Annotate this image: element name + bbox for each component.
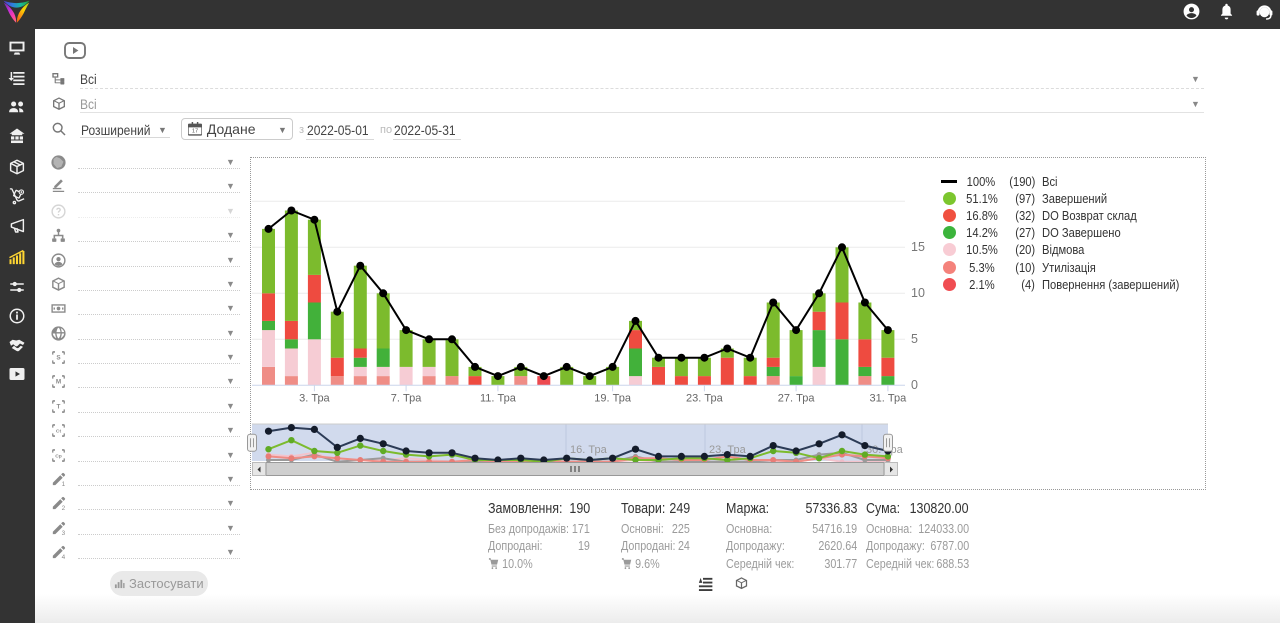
svg-text:17: 17 (192, 129, 198, 135)
svg-text:M: M (56, 379, 61, 386)
svg-text:7. Тра: 7. Тра (391, 392, 422, 404)
svg-text:4: 4 (62, 554, 66, 561)
svg-text:T: T (57, 403, 61, 410)
svg-text:16. Тра: 16. Тра (570, 444, 608, 456)
svg-text:11. Тра: 11. Тра (480, 392, 517, 404)
svg-text:Cp: Cp (55, 453, 62, 459)
svg-text:23. Тра: 23. Тра (709, 444, 747, 456)
svg-text:0: 0 (911, 378, 918, 392)
svg-text:5: 5 (911, 332, 918, 346)
svg-text:2: 2 (62, 505, 66, 512)
svg-text:S: S (56, 355, 60, 362)
svg-text:31. Тра: 31. Тра (870, 392, 908, 404)
svg-text:27. Тра: 27. Тра (778, 392, 816, 404)
svg-text:23. Тра: 23. Тра (686, 392, 724, 404)
svg-text:3: 3 (62, 529, 66, 536)
svg-text:Ct: Ct (56, 429, 62, 435)
svg-text:10: 10 (911, 286, 925, 300)
svg-text:3. Тра: 3. Тра (299, 392, 330, 404)
svg-text:19. Тра: 19. Тра (594, 392, 632, 404)
svg-text:1: 1 (62, 481, 66, 488)
svg-text:15: 15 (911, 240, 925, 254)
